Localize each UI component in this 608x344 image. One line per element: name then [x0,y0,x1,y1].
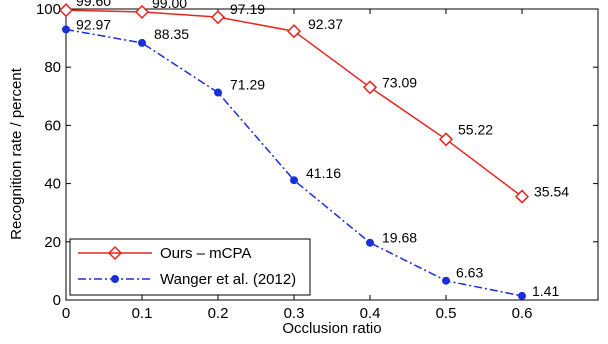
y-tick-label: 100 [36,1,61,18]
series-layer [58,3,530,300]
data-point [290,176,298,185]
data-label: 88.35 [154,26,189,42]
data-point [286,24,302,39]
legend-label-wanger: Wanger et al. (2012) [160,271,296,288]
data-label: 73.09 [382,74,417,90]
data-point [362,80,378,95]
x-tick-label: 0.2 [208,305,229,322]
x-tick-label: 0 [62,305,70,322]
legend-label-ours: Ours – mCPA [160,245,251,262]
x-tick-label: 0.6 [512,305,533,322]
data-point [210,10,226,25]
legend-marker-wanger [111,275,119,283]
data-point [442,276,450,285]
x-axis-title: Occlusion ratio [282,320,381,337]
y-tick-label: 0 [53,292,61,309]
y-tick-label: 60 [44,117,61,134]
data-label: 41.16 [306,165,341,181]
data-point [518,291,526,300]
data-point [438,132,454,147]
data-label: 35.54 [534,184,569,200]
x-tick-label: 0.1 [132,305,153,322]
y-tick-label: 80 [44,59,61,76]
data-label: 55.22 [458,121,493,137]
axis-ticks: 0 0.1 0.2 0.3 0.4 0.5 0.6 0 20 40 60 80 100 [36,1,598,322]
legend: Ours – mCPA Wanger et al. (2012) [69,238,311,296]
data-point [134,4,150,19]
x-tick-label: 0.3 [284,305,305,322]
y-tick-label: 40 [44,176,61,193]
data-label: 1.41 [532,283,559,299]
data-point [58,3,74,18]
data-labels: 99.60 99.00 97.19 92.37 73.09 55.22 35.54 92.97… [76,0,569,299]
data-point [214,88,222,97]
y-axis-title: Recognition rate / percent [8,67,25,240]
data-point [514,189,530,204]
data-label: 71.29 [230,77,265,93]
data-label: 19.68 [382,230,417,246]
data-label: 92.37 [308,16,343,32]
y-tick-label: 20 [44,234,61,251]
data-point [366,238,374,247]
data-label: 6.63 [456,265,483,281]
data-point [138,38,146,47]
legend-marker-ours [107,245,123,261]
x-tick-label: 0.5 [436,305,457,322]
x-tick-label: 0.4 [360,305,381,322]
legend-box [69,238,311,296]
data-label: 92.97 [76,16,111,32]
data-label: 99.00 [152,0,187,11]
data-label: 99.60 [76,0,111,9]
data-point [62,25,70,34]
data-label: 97.19 [230,1,265,17]
